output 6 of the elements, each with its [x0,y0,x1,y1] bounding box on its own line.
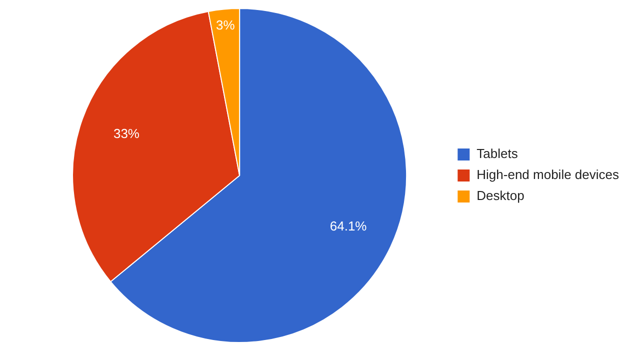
data-label: 64.1% [330,218,368,234]
legend-label: High-end mobile devices [476,167,620,182]
data-label: 33% [113,126,140,142]
legend-label: Tablets [476,146,518,162]
legend-label: Desktop [476,188,524,204]
data-label: 3% [216,17,236,32]
